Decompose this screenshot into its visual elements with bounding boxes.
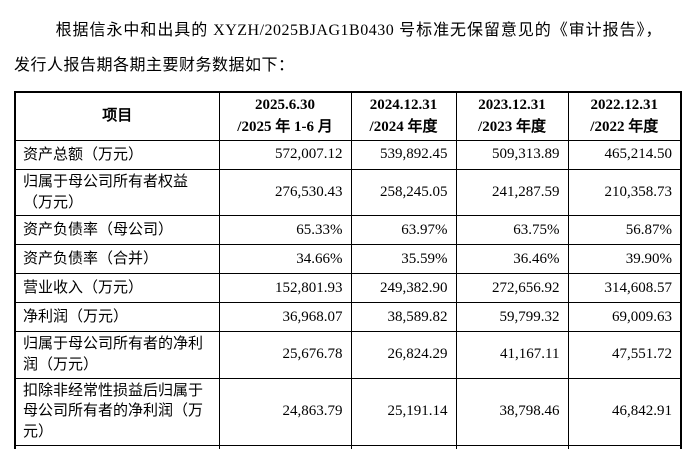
cell-value [350,444,457,449]
cell-value: 26,824.29 [350,331,457,379]
cell-value: 63.75% [455,215,569,246]
cell-value: 38,589.82 [350,302,457,333]
row-label: 营业收入（万元） [14,273,220,304]
cell-value: 258,245.05 [350,168,457,217]
cell-value: 65.33% [218,215,352,246]
column-header-line: 2022.12.31 [590,97,659,114]
cell-value: 38,798.46 [455,377,569,446]
row-label: 归属于母公司所有者的净利润（万元） [14,331,220,379]
cell-value: 539,892.45 [350,139,457,170]
column-header-line: /2025 年 1-6 月 [237,118,333,135]
intro-paragraph: 根据信永中和出具的 XYZH/2025BJAG1B0430 号标准无保留意见的《… [14,22,662,75]
cell-value: 24,863.79 [218,377,352,446]
table-row-debt-ratio-consolidated: 资产负债率（合并） 34.66% 35.59% 36.46% 39.90% [14,244,682,275]
row-label: 扣除非经常性损益后归属于母公司所有者的净利润（万元） [14,377,220,446]
cell-value: 25,676.78 [218,331,352,379]
column-header-line: /2024 年度 [369,118,438,135]
cell-value: 34.66% [218,244,352,275]
row-label [14,444,220,449]
column-header-line: /2023 年度 [478,118,546,135]
table-row-parent-equity: 归属于母公司所有者权益（万元） 276,530.43 258,245.05 24… [14,168,682,217]
cell-value: 241,287.59 [455,168,569,217]
financial-data-table: 项目 2025.6.30 /2025 年 1-6 月 2024.12.31 /2… [14,91,682,449]
cell-value: 25,191.14 [350,377,457,446]
cell-value [567,444,682,449]
cell-value: 276,530.43 [218,168,352,217]
cell-value [455,444,569,449]
cell-value: 59,799.32 [455,302,569,333]
table-row-net-profit-excl-nonrecurring: 扣除非经常性损益后归属于母公司所有者的净利润（万元） 24,863.79 25,… [14,377,682,446]
cell-value: 249,382.90 [350,273,457,304]
table-row-operating-revenue: 营业收入（万元） 152,801.93 249,382.90 272,656.9… [14,273,682,304]
cell-value [218,444,352,449]
cell-value: 41,167.11 [455,331,569,379]
row-label: 归属于母公司所有者权益（万元） [14,168,220,217]
column-header-item: 项目 [14,91,220,141]
cell-value: 152,801.93 [218,273,352,304]
cell-value: 63.97% [350,215,457,246]
table-row-total-assets: 资产总额（万元） 572,007.12 539,892.45 509,313.8… [14,139,682,170]
cell-value: 465,214.50 [567,139,682,170]
cell-value: 36.46% [455,244,569,275]
table-row-net-profit: 净利润（万元） 36,968.07 38,589.82 59,799.32 69… [14,302,682,333]
column-header-line: 2024.12.31 [369,97,438,114]
cell-value: 210,358.73 [567,168,682,217]
table-row-net-profit-parent: 归属于母公司所有者的净利润（万元） 25,676.78 26,824.29 41… [14,331,682,379]
cell-value: 272,656.92 [455,273,569,304]
cell-value: 509,313.89 [455,139,569,170]
column-header-line: 项目 [102,108,133,125]
table-row-debt-ratio-parent: 资产负债率（母公司） 65.33% 63.97% 63.75% 56.87% [14,215,682,246]
column-header-line: 2025.6.30 [255,97,315,114]
column-header-2023: 2023.12.31 /2023 年度 [455,91,569,141]
row-label: 资产负债率（母公司） [14,215,220,246]
cell-value: 46,842.91 [567,377,682,446]
row-label: 净利润（万元） [14,302,220,333]
column-header-2024: 2024.12.31 /2024 年度 [350,91,457,141]
row-label: 资产总额（万元） [14,139,220,170]
cell-value: 39.90% [567,244,682,275]
table-row-partial-clipped [14,444,682,449]
column-header-line: 2023.12.31 [478,97,546,114]
cell-value: 314,608.57 [567,273,682,304]
column-header-2025: 2025.6.30 /2025 年 1-6 月 [218,91,352,141]
column-header-line: /2022 年度 [590,118,659,135]
cell-value: 35.59% [350,244,457,275]
cell-value: 56.87% [567,215,682,246]
cell-value: 69,009.63 [567,302,682,333]
cell-value: 572,007.12 [218,139,352,170]
cell-value: 36,968.07 [218,302,352,333]
cell-value: 47,551.72 [567,331,682,379]
column-header-2022: 2022.12.31 /2022 年度 [567,91,682,141]
row-label: 资产负债率（合并） [14,244,220,275]
table-header-row: 项目 2025.6.30 /2025 年 1-6 月 2024.12.31 /2… [14,91,682,141]
